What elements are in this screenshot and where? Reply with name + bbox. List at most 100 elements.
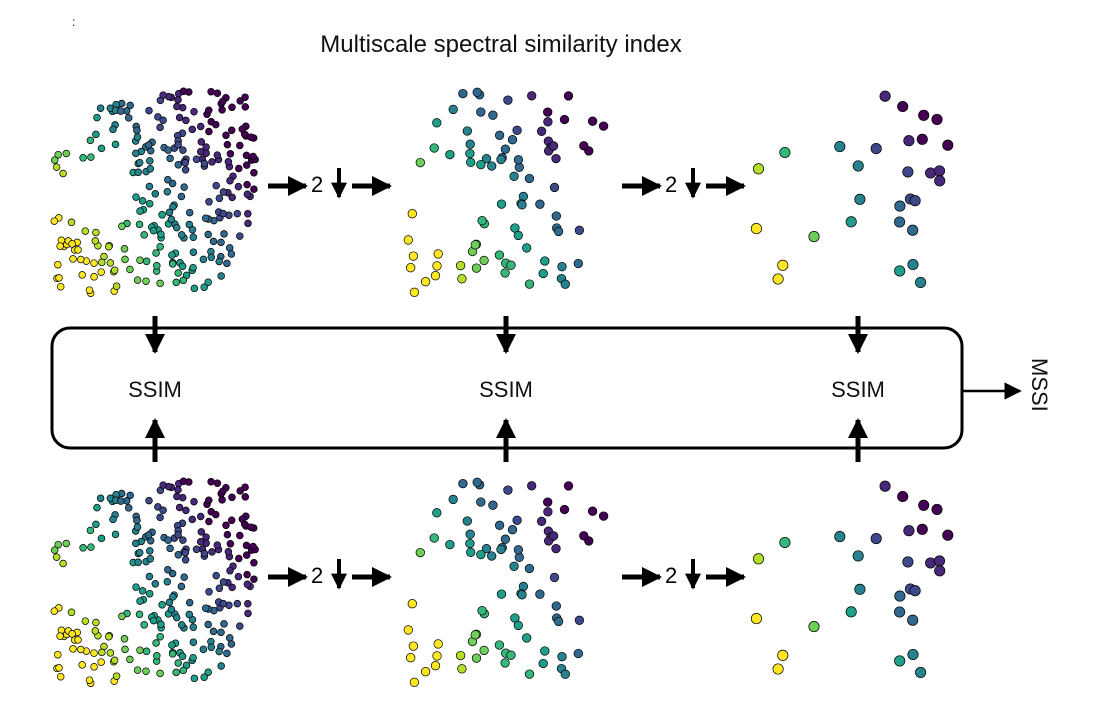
scatter-point bbox=[167, 605, 176, 614]
scatter-point bbox=[250, 559, 258, 567]
scatter-point bbox=[69, 645, 77, 653]
scatter-point bbox=[136, 256, 144, 264]
scatter-point bbox=[897, 490, 909, 503]
scatter-point bbox=[488, 110, 498, 120]
scatter-point bbox=[174, 486, 182, 494]
scatter-point bbox=[81, 227, 90, 235]
scatter-point bbox=[90, 649, 98, 657]
scatter-point bbox=[527, 91, 537, 101]
scatter-point bbox=[244, 219, 252, 228]
scatter-point bbox=[227, 250, 236, 258]
scatter-point bbox=[67, 608, 76, 617]
scatter-point bbox=[62, 149, 71, 158]
scatter-point bbox=[242, 161, 251, 169]
scatter-point bbox=[179, 146, 187, 154]
scatter-point bbox=[120, 635, 129, 643]
downsample-step-bottom-1: 2 bbox=[268, 559, 392, 590]
scatter-point bbox=[557, 652, 567, 662]
scatter-point bbox=[156, 513, 164, 522]
scatter-point bbox=[74, 246, 82, 254]
scatter-point bbox=[50, 546, 59, 554]
scatter-point bbox=[179, 666, 188, 675]
scatter-point bbox=[879, 480, 891, 492]
scatter-point bbox=[156, 242, 164, 251]
scatter-point bbox=[465, 139, 475, 149]
scatter-point bbox=[934, 565, 946, 577]
scatter-point bbox=[199, 255, 208, 264]
scatter-point bbox=[197, 138, 206, 146]
ssim-input-arrows bbox=[145, 316, 868, 462]
scatter-point bbox=[448, 494, 458, 505]
scatter-point bbox=[476, 107, 486, 117]
scatter-point bbox=[408, 641, 419, 651]
scatter-point bbox=[154, 503, 162, 511]
scatter-point bbox=[158, 211, 166, 219]
scatter-point bbox=[177, 582, 186, 591]
scatter-point bbox=[409, 677, 420, 687]
scatter-point bbox=[472, 87, 482, 97]
scatter-point bbox=[907, 258, 919, 271]
scatter-point bbox=[517, 590, 527, 600]
scatter-point bbox=[196, 537, 205, 546]
scatter-point bbox=[146, 157, 154, 165]
scatter-point bbox=[223, 530, 232, 539]
scatter-point bbox=[903, 135, 915, 147]
scatter-point bbox=[204, 668, 212, 676]
scatter-top-quarter-res bbox=[750, 90, 954, 288]
scatter-point bbox=[224, 158, 233, 166]
scatter-point bbox=[212, 510, 220, 519]
scatter-point bbox=[77, 255, 85, 264]
scatter-point bbox=[540, 256, 550, 266]
scatter-point bbox=[551, 153, 561, 164]
scatter-point bbox=[164, 175, 172, 184]
scatter-point bbox=[142, 277, 150, 285]
scatter-point bbox=[487, 161, 497, 171]
scatter-point bbox=[219, 578, 228, 586]
scatter-point bbox=[142, 667, 150, 675]
scatter-point bbox=[752, 553, 765, 565]
scatter-point bbox=[112, 672, 121, 680]
scatter-point bbox=[96, 104, 105, 112]
scatter-point bbox=[563, 91, 574, 101]
scatter-point bbox=[185, 610, 194, 619]
scatter-point bbox=[500, 658, 510, 668]
scatter-point bbox=[151, 190, 160, 198]
scatter-point bbox=[470, 630, 480, 640]
scatter-point bbox=[219, 209, 228, 218]
scatter-point bbox=[117, 107, 125, 115]
scatter-point bbox=[196, 512, 205, 521]
scatter-point bbox=[67, 218, 76, 227]
scatter-point bbox=[157, 230, 165, 239]
scatter-point bbox=[227, 516, 236, 525]
scatter-point bbox=[54, 260, 62, 269]
scatter-point bbox=[496, 589, 507, 599]
scatter-point bbox=[192, 155, 201, 164]
scatter-point bbox=[201, 214, 210, 222]
scatter-point bbox=[907, 224, 919, 236]
scatter-point bbox=[500, 144, 511, 154]
scatter-point bbox=[408, 251, 419, 261]
scatter-point bbox=[549, 572, 560, 583]
scatter-point bbox=[228, 493, 236, 502]
downsample-step-top-2: 2 bbox=[622, 168, 746, 199]
scatter-point bbox=[140, 621, 148, 629]
scatter-point bbox=[90, 663, 98, 671]
scatter-point bbox=[752, 163, 765, 175]
scatter-point bbox=[445, 149, 455, 160]
scatter-point bbox=[573, 648, 583, 659]
scatter-point bbox=[154, 113, 162, 121]
scatter-point bbox=[217, 662, 225, 670]
scatter-point bbox=[222, 131, 230, 140]
scatter-point bbox=[189, 623, 198, 631]
scatter-point bbox=[79, 544, 87, 552]
scatter-point bbox=[121, 255, 129, 264]
scatter-point bbox=[124, 504, 133, 512]
scatter-point bbox=[110, 266, 119, 275]
scatter-point bbox=[406, 653, 416, 663]
scatter-point bbox=[174, 531, 182, 539]
scatter-point bbox=[543, 507, 553, 517]
scatter-point bbox=[233, 209, 242, 218]
scatter-point bbox=[212, 571, 220, 580]
scatter-point bbox=[120, 245, 129, 253]
scatter-point bbox=[97, 268, 105, 276]
